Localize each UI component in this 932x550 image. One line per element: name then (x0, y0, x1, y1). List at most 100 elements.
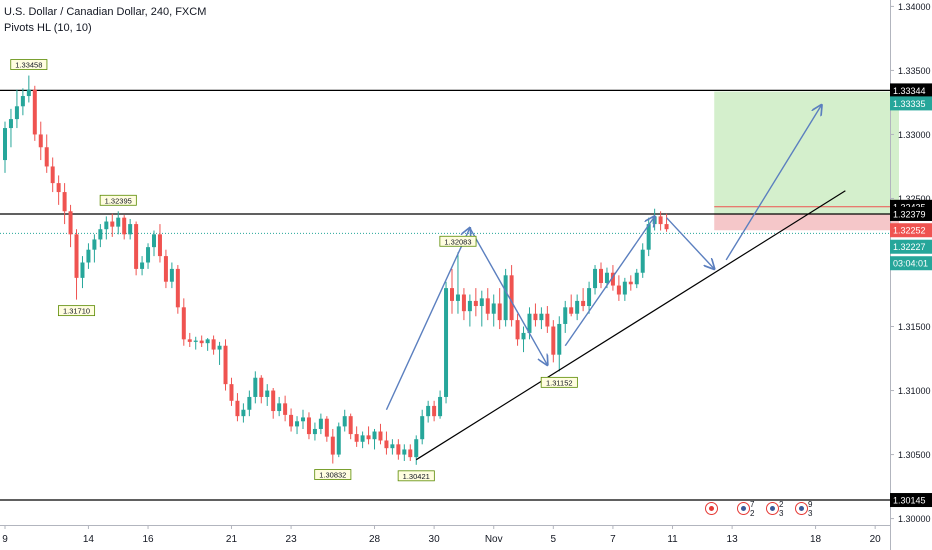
candle-body[interactable] (318, 418, 323, 429)
candle-body[interactable] (324, 418, 329, 437)
candle-body[interactable] (533, 313, 538, 321)
candle-body[interactable] (68, 211, 73, 235)
candle-body[interactable] (26, 89, 31, 97)
candle-body[interactable] (235, 400, 240, 417)
candle-body[interactable] (181, 307, 186, 340)
candle-body[interactable] (157, 234, 162, 257)
candle-body[interactable] (265, 390, 270, 397)
candle-body[interactable] (241, 409, 246, 417)
candle-body[interactable] (32, 89, 37, 135)
candle-body[interactable] (420, 416, 425, 440)
candle-body[interactable] (432, 405, 437, 417)
candle-body[interactable] (396, 444, 401, 455)
candle-body[interactable] (372, 431, 377, 440)
candle-body[interactable] (152, 234, 156, 248)
candle-body[interactable] (599, 268, 603, 283)
candle-body[interactable] (473, 300, 478, 307)
support-trendline[interactable] (415, 190, 846, 461)
projection-arrow[interactable] (469, 227, 547, 365)
candle-body[interactable] (384, 440, 389, 449)
candle-body[interactable] (169, 268, 174, 282)
candle-body[interactable] (551, 326, 556, 355)
candle-body[interactable] (14, 106, 19, 120)
candle-body[interactable] (342, 416, 347, 427)
candle-body[interactable] (450, 288, 454, 301)
candle-body[interactable] (461, 294, 466, 312)
candle-body[interactable] (467, 300, 472, 312)
candle-body[interactable] (163, 256, 168, 282)
candle-body[interactable] (497, 303, 502, 321)
candle-body[interactable] (640, 249, 645, 273)
candle-body[interactable] (527, 313, 532, 333)
candle-body[interactable] (438, 396, 443, 417)
candle-body[interactable] (211, 339, 216, 350)
candle-body[interactable] (366, 435, 371, 440)
candle-body[interactable] (92, 239, 97, 250)
candle-body[interactable] (146, 247, 151, 263)
candlestick-series[interactable] (3, 75, 669, 465)
candle-body[interactable] (8, 119, 13, 129)
candle-body[interactable] (664, 224, 669, 230)
candle-body[interactable] (628, 281, 633, 285)
candle-body[interactable] (295, 421, 300, 427)
candle-body[interactable] (283, 403, 288, 415)
candle-body[interactable] (3, 128, 7, 161)
candle-body[interactable] (301, 417, 305, 422)
target-zone[interactable] (714, 91, 899, 214)
price-scale[interactable] (890, 0, 932, 550)
candle-body[interactable] (587, 288, 592, 307)
candle-body[interactable] (444, 288, 449, 397)
projection-arrow[interactable] (666, 217, 715, 269)
candle-body[interactable] (426, 405, 431, 417)
candle-body[interactable] (38, 134, 43, 148)
candle-body[interactable] (348, 416, 353, 435)
candle-body[interactable] (658, 216, 663, 225)
candle-body[interactable] (360, 435, 365, 442)
candle-body[interactable] (575, 300, 580, 314)
candle-body[interactable] (604, 272, 609, 283)
candle-body[interactable] (253, 377, 258, 397)
candle-body[interactable] (259, 377, 264, 397)
candle-body[interactable] (485, 298, 490, 314)
candle-body[interactable] (521, 332, 526, 340)
projection-arrow[interactable] (564, 216, 654, 347)
candle-body[interactable] (44, 147, 49, 167)
candle-body[interactable] (116, 217, 121, 227)
trendline[interactable] (415, 190, 846, 461)
candle-body[interactable] (229, 384, 234, 401)
candle-body[interactable] (277, 403, 282, 412)
candle-body[interactable] (455, 294, 460, 301)
candle-body[interactable] (20, 96, 25, 107)
candle-body[interactable] (122, 217, 127, 235)
candle-body[interactable] (479, 298, 484, 307)
candle-body[interactable] (247, 396, 252, 410)
candle-body[interactable] (354, 434, 359, 442)
candle-body[interactable] (509, 275, 514, 321)
candle-body[interactable] (610, 272, 615, 286)
candle-body[interactable] (646, 224, 651, 250)
candle-body[interactable] (62, 192, 67, 212)
candle-body[interactable] (312, 428, 317, 435)
candle-body[interactable] (545, 313, 550, 327)
candle-body[interactable] (634, 272, 639, 285)
candle-body[interactable] (581, 300, 586, 307)
candle-body[interactable] (306, 417, 311, 435)
candle-body[interactable] (408, 449, 413, 458)
candle-body[interactable] (175, 268, 180, 308)
candle-body[interactable] (80, 262, 85, 278)
candle-body[interactable] (336, 426, 341, 455)
candle-body[interactable] (50, 166, 55, 184)
candle-body[interactable] (616, 285, 621, 295)
candle-body[interactable] (193, 340, 198, 342)
candle-body[interactable] (539, 313, 544, 321)
candle-body[interactable] (271, 390, 276, 412)
candle-body[interactable] (110, 221, 115, 227)
candle-body[interactable] (140, 262, 145, 269)
candle-body[interactable] (503, 275, 508, 321)
candle-body[interactable] (217, 345, 222, 350)
candle-body[interactable] (86, 249, 91, 263)
stop-zone[interactable] (714, 213, 899, 231)
candle-body[interactable] (491, 303, 496, 314)
candle-body[interactable] (223, 345, 228, 385)
